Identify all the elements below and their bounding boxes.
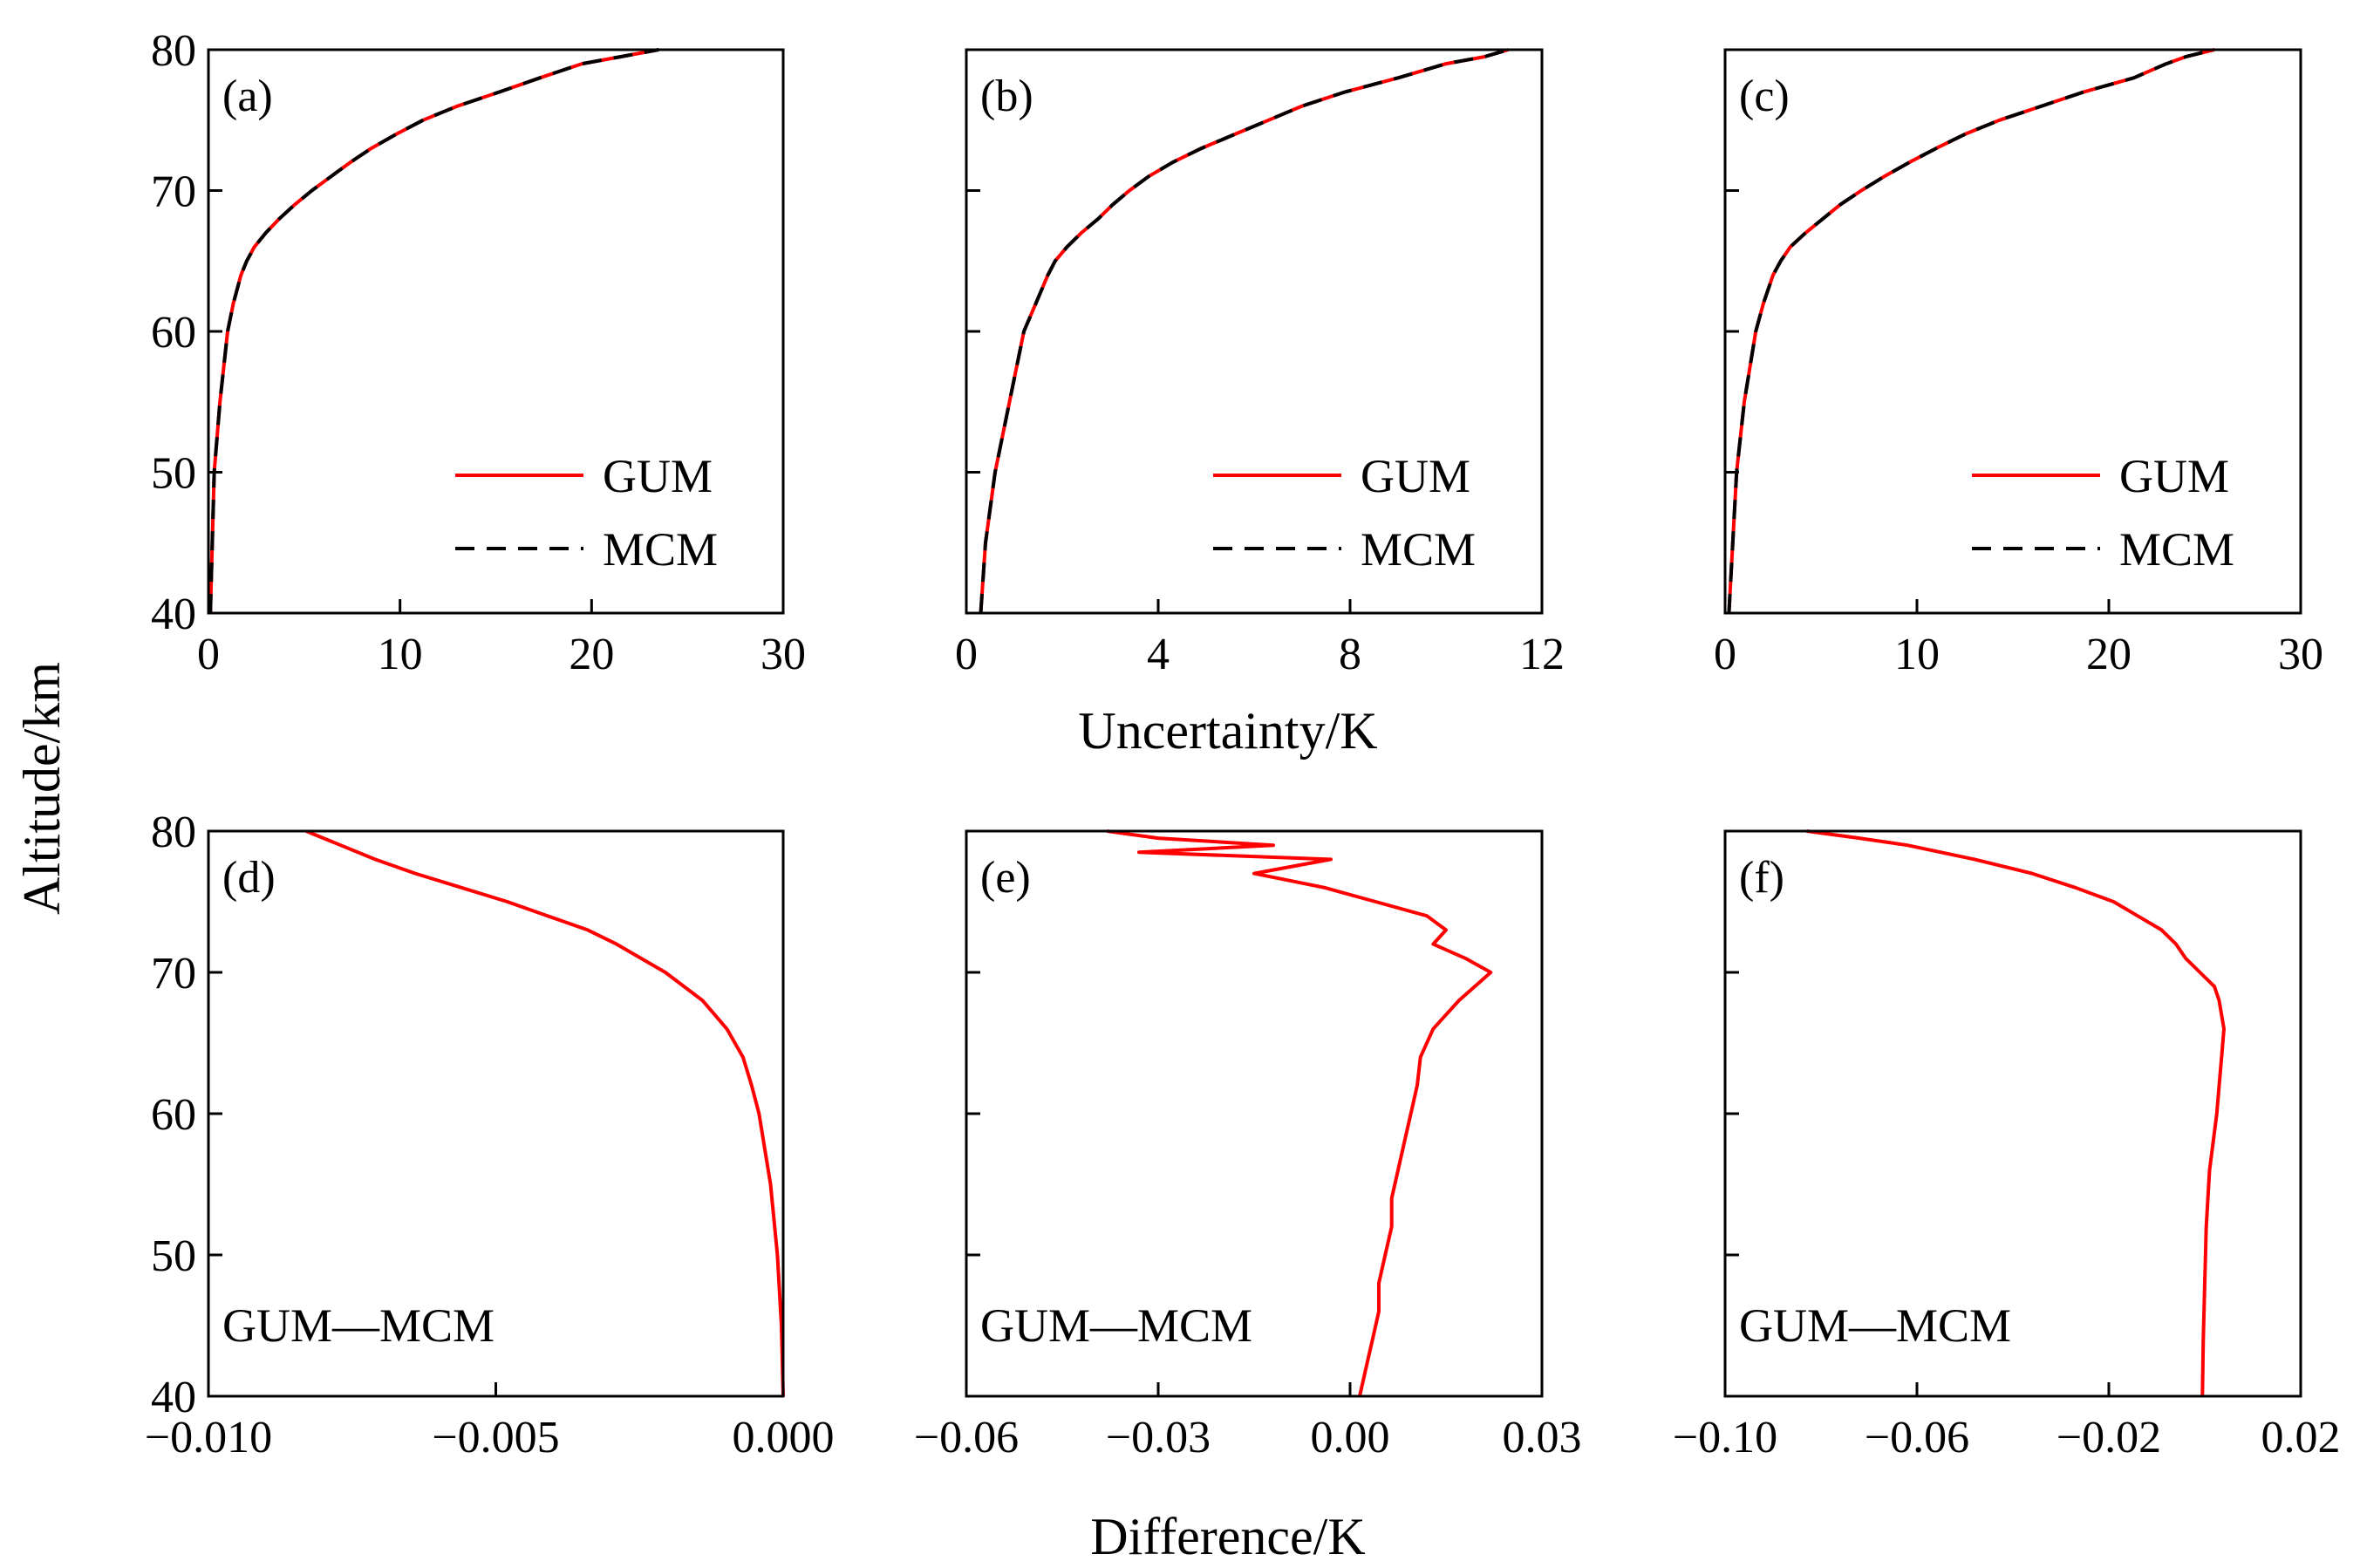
panel-a-legend-mcm-label: MCM (603, 523, 718, 576)
panel-f-annotation: GUM—MCM (1739, 1299, 2011, 1352)
panel-a-ytick-label-70: 70 (151, 167, 196, 217)
panel-f-xtick-label-1: −0.06 (1865, 1413, 1969, 1462)
panel-d-label: (d) (222, 853, 276, 903)
panel-c-xtick-label-2: 20 (2086, 630, 2132, 679)
panel-d-ytick-label-40: 40 (151, 1373, 196, 1422)
panel-a-xtick-label-2: 20 (569, 630, 614, 679)
panel-e-label: (e) (980, 853, 1031, 903)
panel-a-ytick-label-60: 60 (151, 308, 196, 358)
panel-e-xtick-label-3: 0.03 (1503, 1413, 1582, 1462)
panel-c: 0 10 20 30 (c) GUM MCM (1714, 48, 2323, 679)
panel-d-ytick-label-50: 50 (151, 1231, 196, 1281)
panel-b-label: (b) (980, 72, 1033, 121)
panel-e: −0.06 −0.03 0.00 0.03 (e) GUM—MCM (914, 829, 1582, 1462)
panel-c-xtick-label-1: 10 (1894, 630, 1940, 679)
panel-a-xtick-label-0: 0 (197, 630, 220, 679)
x-axis-title-top: Uncertainty/K (1078, 702, 1377, 760)
panel-f-xtick-label-2: −0.02 (2056, 1413, 2161, 1462)
panels-layer: 40 50 60 70 80 0 10 20 30 (a) GUM MCM 0 4 8 12 (b) GUM MCM… (145, 26, 2341, 1462)
panel-f-xtick-label-0: −0.10 (1673, 1413, 1777, 1462)
panel-e-xtick-label-2: 0.00 (1311, 1413, 1390, 1462)
panel-b-series-mcm-line (979, 48, 1510, 614)
panel-a-series-mcm-line (208, 48, 659, 614)
panel-b-xtick-label-3: 12 (1519, 630, 1565, 679)
panel-c-legend-gum-label: GUM (2119, 450, 2229, 502)
panel-c-xtick-label-3: 30 (2278, 630, 2323, 679)
panel-f-label: (f) (1739, 853, 1784, 903)
panel-b-xtick-label-2: 8 (1339, 630, 1361, 679)
panel-d-ytick-label-80: 80 (151, 808, 196, 857)
panel-c-xtick-label-0: 0 (1714, 630, 1736, 679)
panel-e-xtick-label-1: −0.03 (1106, 1413, 1211, 1462)
panel-e-xtick-label-0: −0.06 (914, 1413, 1019, 1462)
panel-d: 40 50 60 70 80 −0.010 −0.005 0.000 (d) GUM—MCM (145, 808, 835, 1462)
panel-b-legend-gum-label: GUM (1361, 450, 1470, 502)
panel-a-ytick-label-80: 80 (151, 26, 196, 76)
panel-a-label: (a) (222, 72, 273, 121)
y-axis-title: Altitude/km (13, 662, 71, 915)
panel-c-legend-mcm-label: MCM (2119, 523, 2234, 576)
panel-d-xtick-label-2: 0.000 (733, 1413, 835, 1462)
panel-a-xtick-label-1: 10 (378, 630, 423, 679)
panel-d-annotation: GUM—MCM (222, 1299, 495, 1352)
panel-a-ytick-label-50: 50 (151, 449, 196, 499)
panel-d-xtick-label-1: −0.005 (432, 1413, 559, 1462)
panel-a-legend-gum-label: GUM (603, 450, 713, 502)
panel-d-ytick-label-60: 60 (151, 1090, 196, 1140)
panel-f-series-gummcm-line (1806, 829, 2226, 1397)
panel-a-ytick-label-40: 40 (151, 590, 196, 639)
panel-b: 0 4 8 12 (b) GUM MCM (955, 48, 1565, 679)
panel-a-series-gum-line (208, 48, 659, 614)
panel-d-series-gummcm-line (305, 829, 785, 1397)
panel-c-label: (c) (1739, 72, 1790, 121)
panel-b-legend-mcm-label: MCM (1361, 523, 1476, 576)
panel-f-xtick-label-3: 0.02 (2261, 1413, 2341, 1462)
panel-a: 40 50 60 70 80 0 10 20 30 (a) GUM MCM (151, 26, 806, 679)
panel-e-series-gummcm-line (1107, 829, 1493, 1397)
panel-e-annotation: GUM—MCM (980, 1299, 1252, 1352)
panel-d-xtick-label-0: −0.010 (145, 1413, 272, 1462)
panel-b-xtick-label-1: 4 (1147, 630, 1170, 679)
panel-c-series-mcm-line (1727, 48, 2215, 614)
x-axis-title-bottom: Difference/K (1090, 1508, 1365, 1565)
panel-f: −0.10 −0.06 −0.02 0.02 (f) GUM—MCM (1673, 829, 2341, 1462)
panel-d-ytick-label-70: 70 (151, 949, 196, 999)
panel-a-xtick-label-3: 30 (761, 630, 806, 679)
panel-b-xtick-label-0: 0 (955, 630, 978, 679)
